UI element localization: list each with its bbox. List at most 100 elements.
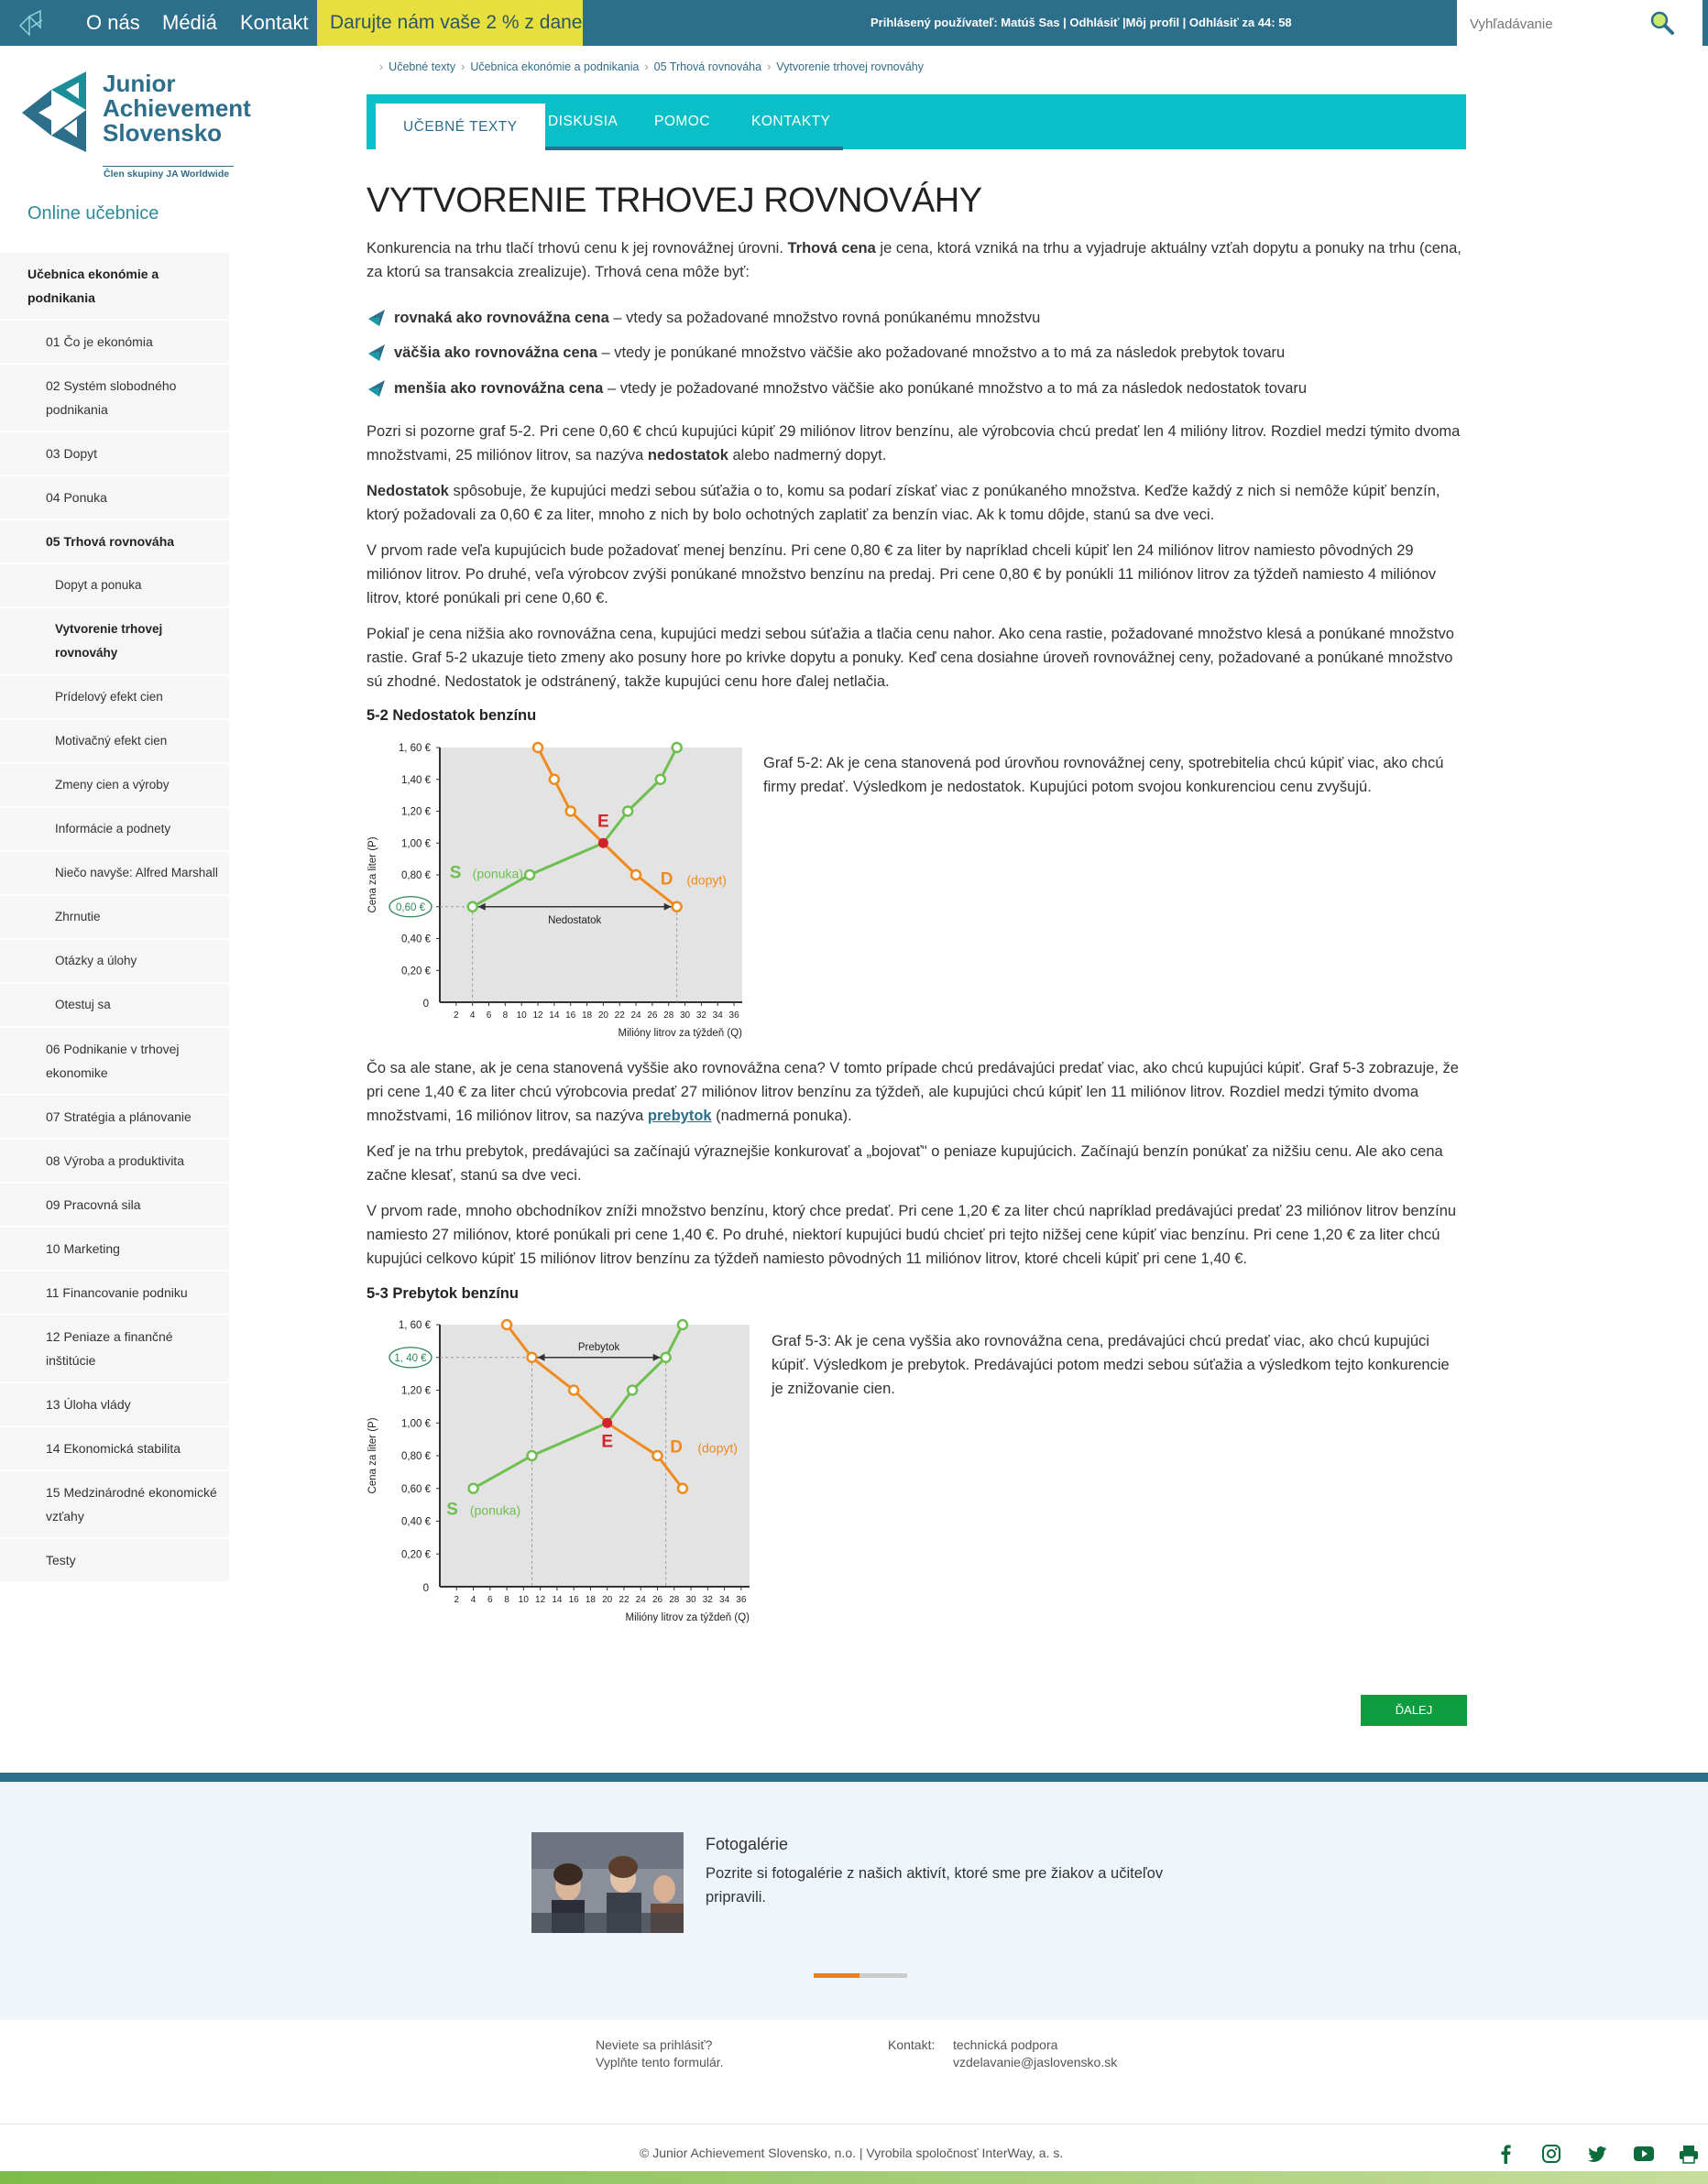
origin-label: 0 [423,1583,429,1594]
y-tick-label: 0,20 € [401,966,432,977]
sidebar-item[interactable]: Motivačný efekt cien [0,720,229,764]
tab-kontakty[interactable]: KONTAKTY [751,114,831,129]
gap-label: Nedostatok [548,915,601,926]
slider-indicator[interactable] [814,1973,907,1978]
y-tick-label: 1,40 € [401,775,432,786]
donate-banner[interactable]: Darujte nám vaše 2 % z dane [317,0,583,46]
sidebar-item[interactable]: 11 Financovanie podniku [0,1272,229,1316]
sidebar-item[interactable]: 04 Ponuka [0,476,229,520]
paragraph: V prvom rade, mnoho obchodníkov zníži mn… [367,1203,1457,1267]
sidebar-item[interactable]: Prídelový efekt cien [0,676,229,720]
sidebar-item[interactable]: 12 Peniaze a finančné inštitúcie [0,1316,229,1383]
x-tick-label: 10 [519,1595,530,1605]
login-form-link[interactable]: Vyplňte tento formulár. [596,2055,724,2069]
sidebar-item[interactable]: Zmeny cien a výroby [0,764,229,808]
x-tick-label: 26 [652,1595,663,1605]
x-axis-label: Milióny litrov za týždeň (Q) [626,1612,750,1623]
sidebar-item[interactable]: Dopyt a ponuka [0,564,229,608]
user-info[interactable]: Prihlásený používateľ: Matúš Sas | Odhlá… [870,16,1292,29]
x-tick-label: 24 [630,1010,641,1021]
nav-media[interactable]: Médiá [162,11,217,34]
bullet-item: rovnaká ako rovnovážna cena – vtedy sa p… [367,306,1040,330]
series-line-demand [536,747,678,908]
instagram-icon[interactable] [1541,2144,1561,2164]
gap-arrowhead [537,1353,545,1361]
logo-line2: Achievement [103,94,251,122]
graph-heading: 5-2 Nedostatok benzínu [367,707,537,724]
x-tick-label: 10 [517,1010,528,1021]
x-tick-label: 12 [535,1595,546,1605]
sidebar-item[interactable]: 07 Stratégia a plánovanie [0,1096,229,1140]
support-link[interactable]: technická podpora [953,2037,1058,2052]
data-point [676,1482,689,1494]
breadcrumb-current[interactable]: Vytvorenie trhovej rovnováhy [776,60,924,73]
marked-price-oval [389,1347,432,1369]
data-point [660,1351,672,1363]
sidebar-item[interactable]: Učebnica ekonómie a podnikania [0,253,229,321]
y-tick-label: 1, 60 € [399,1320,432,1331]
tab-bar: UČEBNÉ TEXTY DISKUSIA POMOC KONTAKTY [367,94,1466,151]
search-box [1457,0,1703,46]
search-icon[interactable] [1649,10,1675,36]
sidebar-item[interactable]: Otázky a úlohy [0,940,229,984]
gap-arrowhead [477,902,486,911]
marked-price-label: 0,60 € [396,902,426,913]
x-tick-label: 6 [487,1010,492,1021]
x-tick-label: 12 [532,1010,543,1021]
prebytok-link[interactable]: prebytok [647,1108,712,1124]
x-tick-label: 4 [471,1595,476,1605]
twitter-icon[interactable] [1587,2144,1607,2164]
top-bar: O nás Médiá Kontakt Darujte nám vaše 2 %… [0,0,1708,46]
sidebar-item[interactable]: 01 Čo je ekonómia [0,321,229,365]
logo-line3: Slovensko [103,119,223,147]
sidebar-item[interactable]: 14 Ekonomická stabilita [0,1427,229,1471]
tab-ucebne-texty[interactable]: UČEBNÉ TEXTY [376,104,545,151]
tab-diskusia[interactable]: DISKUSIA [548,114,619,129]
paragraph: Pozri si pozorne graf 5-2. Pri cene 0,60… [367,423,1461,464]
y-tick-label: 1,00 € [401,1418,432,1429]
contact-label: Kontakt: [888,2037,936,2052]
sidebar-item[interactable]: 08 Výroba a produktivita [0,1140,229,1184]
series-sub: (ponuka) [473,866,523,880]
sidebar-item[interactable]: 02 Systém slobodného podnikania [0,365,229,432]
breadcrumb-item[interactable]: 05 Trhová rovnováha [653,60,762,73]
breadcrumb-item[interactable]: Učebnica ekonómie a podnikania [470,60,640,73]
tab-pomoc[interactable]: POMOC [654,114,711,129]
ja-logo[interactable]: Junior Achievement Slovensko Člen skupin… [22,71,269,181]
breadcrumb-item[interactable]: Učebné texty [389,60,456,73]
data-point [467,1482,479,1494]
gallery-photo[interactable] [531,1832,684,1933]
gallery-title[interactable]: Fotogalérie [706,1835,789,1853]
sidebar-item[interactable]: Informácie a podnety [0,808,229,852]
sidebar-item[interactable]: Otestuj sa [0,984,229,1028]
youtube-icon[interactable] [1633,2144,1655,2164]
gap-label: Prebytok [578,1342,620,1353]
sidebar-item[interactable]: Zhrnutie [0,896,229,940]
data-point [671,741,683,754]
logo-line1: Junior [103,70,176,97]
sidebar-title[interactable]: Online učebnice [27,203,159,224]
y-tick-label: 0,20 € [401,1549,432,1560]
sidebar-item[interactable]: Vytvorenie trhovej rovnováhy [0,608,229,676]
sidebar-item[interactable]: 03 Dopyt [0,432,229,476]
sidebar-item[interactable]: 13 Úloha vlády [0,1383,229,1427]
sidebar-item[interactable]: Niečo navyše: Alfred Marshall [0,852,229,896]
x-tick-label: 18 [586,1595,597,1605]
sidebar-item[interactable]: 09 Pracovná sila [0,1184,229,1228]
sidebar-item[interactable]: 05 Trhová rovnováha [0,520,229,564]
facebook-icon[interactable] [1499,2144,1512,2164]
ja-logo-mini-icon[interactable] [16,7,48,38]
sidebar-item[interactable]: 10 Marketing [0,1228,229,1272]
sidebar-item[interactable]: 06 Podnikanie v trhovej ekonomike [0,1028,229,1096]
data-point [654,773,667,785]
nav-kontakt[interactable]: Kontakt [240,11,309,34]
x-tick-label: 26 [647,1010,658,1021]
nav-o-nas[interactable]: O nás [86,11,140,34]
contact-email-link[interactable]: vzdelavanie@jaslovensko.sk [953,2055,1118,2069]
print-icon[interactable] [1679,2144,1699,2164]
sidebar-item[interactable]: Testy [0,1539,229,1583]
x-tick-label: 20 [602,1595,613,1605]
next-button[interactable]: ĎALEJ [1361,1695,1467,1726]
sidebar-item[interactable]: 15 Medzinárodné ekonomické vzťahy [0,1471,229,1539]
search-input[interactable] [1470,14,1635,34]
